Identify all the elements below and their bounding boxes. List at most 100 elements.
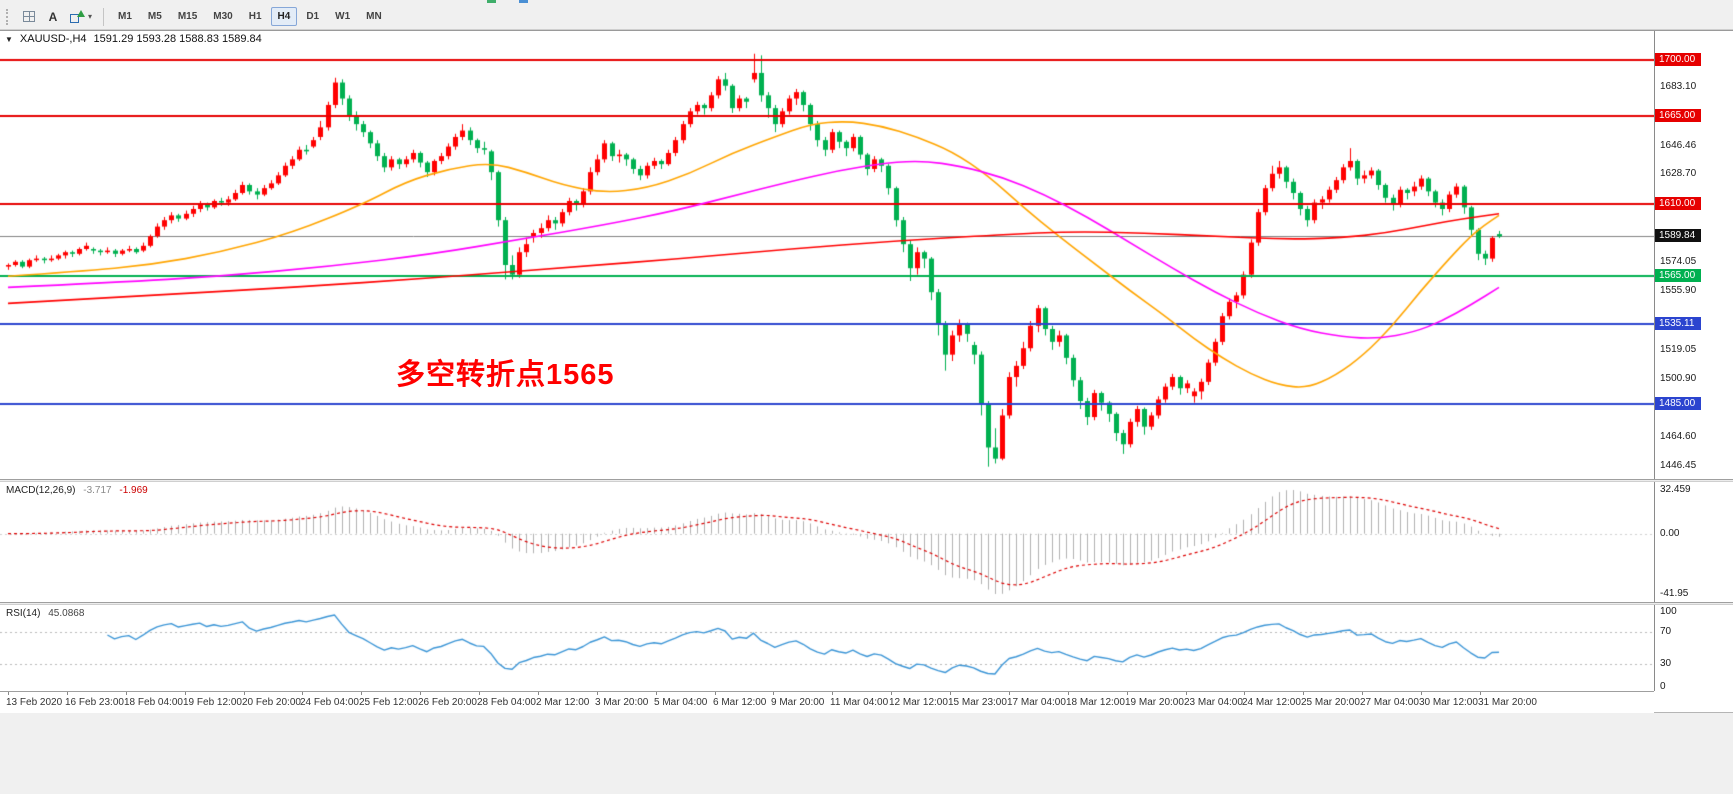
timeframe-button-m1[interactable]: M1 xyxy=(118,11,132,22)
price-axis-badge: 1565.00 xyxy=(1655,269,1701,282)
time-axis-tick xyxy=(773,692,774,695)
time-axis-label: 12 Mar 12:00 xyxy=(889,697,948,708)
time-axis-label: 26 Feb 20:00 xyxy=(418,697,477,708)
timeframe-button-m30[interactable]: M30 xyxy=(213,11,233,22)
rsi-indicator-header: RSI(14) 45.0868 xyxy=(6,608,84,619)
macd-axis-label: 0.00 xyxy=(1660,528,1680,539)
price-axis-badge: 1589.84 xyxy=(1655,229,1701,242)
time-axis-tick xyxy=(126,692,127,695)
rsi-label: RSI(14) xyxy=(6,608,41,619)
price-axis-label: 1683.10 xyxy=(1660,81,1697,92)
symbol-period-label: XAUUSD-,H4 xyxy=(19,33,87,45)
dropdown-arrow-icon[interactable]: ▼ xyxy=(5,34,13,44)
time-axis-tick xyxy=(8,692,9,695)
time-axis-label: 25 Mar 20:00 xyxy=(1301,697,1360,708)
time-axis-label: 25 Feb 12:00 xyxy=(359,697,418,708)
price-axis-badge: 1700.00 xyxy=(1655,53,1701,66)
rsi-axis-label: 0 xyxy=(1660,681,1666,692)
chevron-down-icon: ▾ xyxy=(88,12,93,21)
time-axis-label: 24 Mar 12:00 xyxy=(1242,697,1301,708)
time-axis-label: 30 Mar 12:00 xyxy=(1419,697,1478,708)
toolbar-separator xyxy=(103,7,105,26)
time-axis-label: 19 Feb 12:00 xyxy=(183,697,242,708)
time-axis-label: 20 Feb 20:00 xyxy=(242,697,301,708)
chart-text-annotation[interactable]: 多空转折点1565 xyxy=(396,359,615,391)
timeframe-button-m5[interactable]: M5 xyxy=(147,11,162,22)
time-axis-label: 24 Feb 04:00 xyxy=(300,697,359,708)
time-axis[interactable]: 13 Feb 2020 16 Feb 23:00 18 Feb 04:00 19 Fe… xyxy=(0,691,1654,713)
rsi-axis-label: 70 xyxy=(1660,626,1672,637)
footer-strip xyxy=(0,712,1733,794)
toolbar: A ▾ M1 M5 M15 M30 H1 H4 D1 W1 MN xyxy=(0,4,1733,30)
time-axis-label: 31 Mar 20:00 xyxy=(1478,697,1537,708)
time-axis-label: 3 Mar 20:00 xyxy=(595,697,649,708)
timeframe-button-h1[interactable]: H1 xyxy=(248,11,262,22)
macd-chart-canvas[interactable] xyxy=(0,482,1654,602)
price-axis-label: 1446.45 xyxy=(1660,460,1697,471)
time-axis-label: 5 Mar 04:00 xyxy=(654,697,708,708)
draw-shapes-button[interactable]: ▾ xyxy=(66,7,96,27)
time-axis-label: 17 Mar 04:00 xyxy=(1007,697,1066,708)
time-axis-label: 6 Mar 12:00 xyxy=(713,697,767,708)
toolbar-remnant-icon xyxy=(519,0,528,3)
time-axis-tick xyxy=(832,692,833,695)
price-axis-label: 1555.90 xyxy=(1660,285,1697,296)
time-axis-tick xyxy=(1009,692,1010,695)
price-axis-label: 1628.70 xyxy=(1660,168,1697,179)
price-axis[interactable]: 1683.10 1646.46 1628.70 1574.05 1555.90 1519.… xyxy=(1654,31,1733,692)
time-axis-tick xyxy=(361,692,362,695)
time-axis-tick xyxy=(1068,692,1069,695)
timeframe-button-h4[interactable]: H4 xyxy=(270,7,298,26)
time-axis-label: 27 Mar 04:00 xyxy=(1360,697,1419,708)
cropped-toolbar-strip xyxy=(0,0,1733,4)
timeframe-button-m15[interactable]: M15 xyxy=(177,11,198,22)
price-axis-label: 1519.05 xyxy=(1660,344,1697,355)
price-axis-label: 1500.90 xyxy=(1660,373,1697,384)
macd-main-value: -3.717 xyxy=(83,485,112,496)
time-axis-label: 18 Mar 12:00 xyxy=(1066,697,1125,708)
time-axis-tick xyxy=(479,692,480,695)
toolbar-drag-handle[interactable] xyxy=(6,8,11,25)
macd-axis-label: -41.95 xyxy=(1660,588,1689,599)
macd-axis-label: 32.459 xyxy=(1660,484,1691,495)
shapes-icon xyxy=(70,10,86,23)
timeframe-button-group: M1 M5 M15 M30 H1 H4 D1 W1 MN xyxy=(110,7,390,26)
panel-separator[interactable] xyxy=(0,479,1733,482)
price-axis-badge: 1535.11 xyxy=(1655,317,1701,330)
toolbar-remnant-icon xyxy=(487,0,496,3)
rsi-chart-canvas[interactable] xyxy=(0,605,1654,691)
ohlc-values: 1591.29 1593.28 1588.83 1589.84 xyxy=(93,33,262,45)
timeframe-button-mn[interactable]: MN xyxy=(366,11,382,22)
text-label-button[interactable]: A xyxy=(42,7,64,27)
time-axis-tick xyxy=(1303,692,1304,695)
time-axis-label: 15 Mar 23:00 xyxy=(948,697,1007,708)
time-axis-label: 9 Mar 20:00 xyxy=(771,697,825,708)
time-axis-tick xyxy=(715,692,716,695)
time-axis-tick xyxy=(656,692,657,695)
time-axis-label: 16 Feb 23:00 xyxy=(65,697,124,708)
price-axis-badge: 1665.00 xyxy=(1655,109,1701,122)
panel-separator[interactable] xyxy=(0,602,1733,605)
time-axis-label: 11 Mar 04:00 xyxy=(830,697,889,708)
price-axis-label: 1574.05 xyxy=(1660,256,1697,267)
price-chart-canvas[interactable] xyxy=(0,31,1654,479)
chart-type-button[interactable] xyxy=(18,7,40,27)
rsi-axis-label: 100 xyxy=(1660,606,1677,617)
grid-icon xyxy=(23,11,35,22)
time-axis-label: 18 Feb 04:00 xyxy=(124,697,183,708)
text-tool-icon: A xyxy=(48,9,58,24)
macd-signal-value: -1.969 xyxy=(119,485,148,496)
time-axis-tick xyxy=(1480,692,1481,695)
price-axis-badge: 1485.00 xyxy=(1655,397,1701,410)
timeframe-button-d1[interactable]: D1 xyxy=(306,11,320,22)
time-axis-tick xyxy=(1421,692,1422,695)
time-axis-label: 13 Feb 2020 xyxy=(6,697,63,708)
chart-title-overlay: ▼ XAUUSD-,H4 1591.29 1593.28 1588.83 158… xyxy=(5,32,262,46)
time-axis-tick xyxy=(597,692,598,695)
timeframe-button-w1[interactable]: W1 xyxy=(335,11,351,22)
time-axis-tick xyxy=(1186,692,1187,695)
time-axis-label: 19 Mar 20:00 xyxy=(1125,697,1184,708)
macd-label: MACD(12,26,9) xyxy=(6,485,76,496)
time-axis-tick xyxy=(302,692,303,695)
time-axis-tick xyxy=(538,692,539,695)
